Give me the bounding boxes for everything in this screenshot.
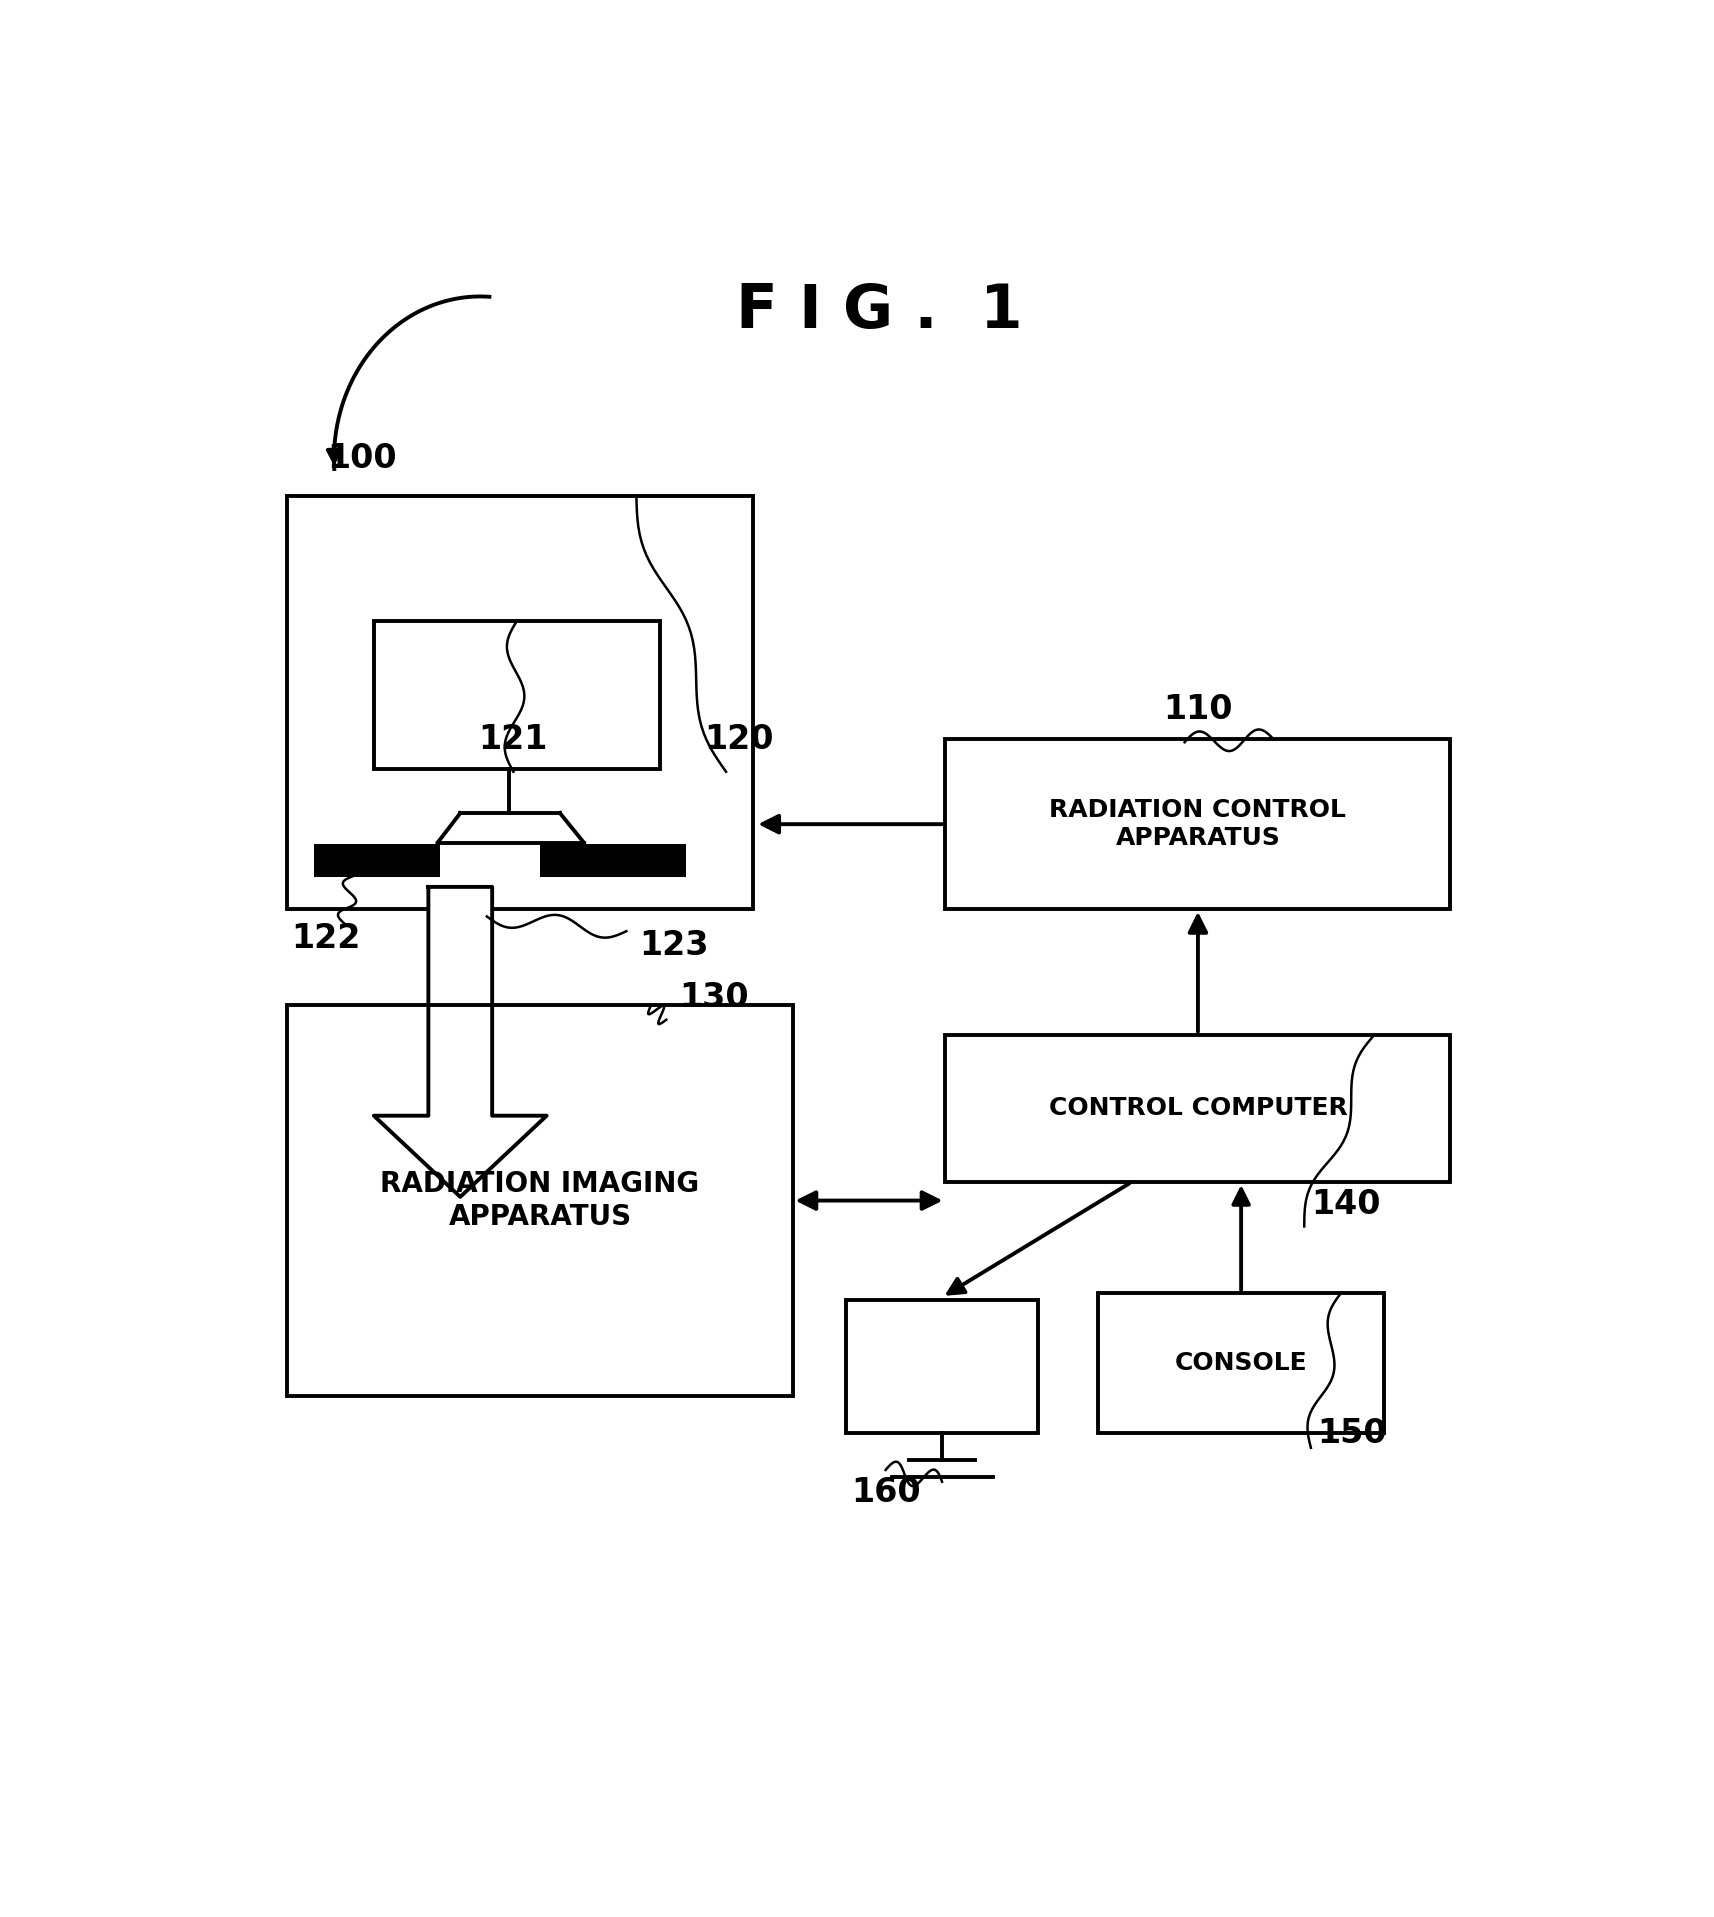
Text: 140: 140 — [1309, 1189, 1380, 1221]
Text: CONTROL COMPUTER: CONTROL COMPUTER — [1047, 1097, 1347, 1120]
Text: F I G .  1: F I G . 1 — [735, 282, 1022, 341]
Bar — [944, 740, 1450, 909]
Text: CONSOLE: CONSOLE — [1174, 1351, 1306, 1374]
Polygon shape — [374, 888, 547, 1196]
Bar — [288, 497, 752, 909]
Bar — [288, 1005, 792, 1396]
Text: RADIATION CONTROL
APPARATUS: RADIATION CONTROL APPARATUS — [1049, 797, 1345, 849]
Bar — [845, 1300, 1039, 1434]
Text: 120: 120 — [704, 723, 773, 755]
Bar — [540, 843, 686, 876]
Text: 122: 122 — [291, 922, 360, 955]
Bar — [944, 1035, 1450, 1183]
Bar — [1097, 1292, 1383, 1434]
Text: 100: 100 — [327, 443, 396, 475]
Text: 160: 160 — [850, 1476, 920, 1509]
Text: 123: 123 — [639, 930, 710, 962]
Text: RADIATION IMAGING
APPARATUS: RADIATION IMAGING APPARATUS — [381, 1171, 699, 1231]
Text: 150: 150 — [1316, 1417, 1387, 1449]
Text: 130: 130 — [679, 982, 749, 1014]
Text: 121: 121 — [478, 723, 548, 755]
Bar — [374, 621, 660, 769]
Bar — [314, 843, 440, 876]
Text: 110: 110 — [1162, 694, 1232, 727]
